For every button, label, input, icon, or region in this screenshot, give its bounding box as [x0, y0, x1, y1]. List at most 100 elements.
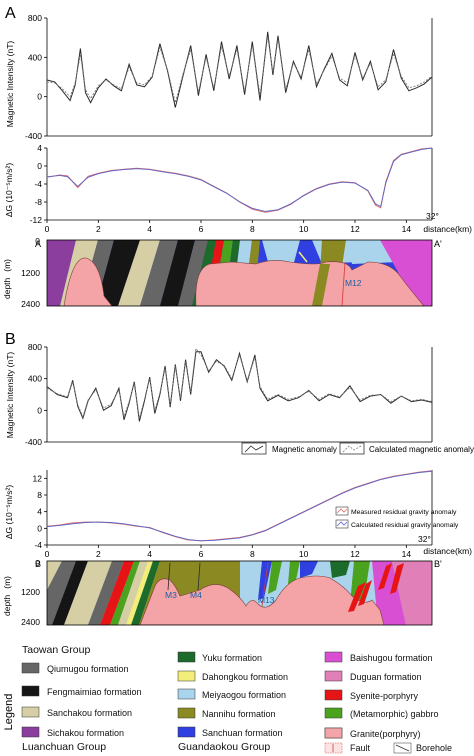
legend-swatch-duguan [324, 670, 343, 682]
borehole-symbol-icon [393, 742, 412, 754]
syenite-dyke [378, 563, 392, 590]
qiumugou-unit [47, 561, 76, 625]
y-tick-label: 4 [37, 507, 42, 517]
y-tick-label: 400 [28, 52, 42, 62]
magnetic-legend-observed-label: Magnetic anomaly [272, 445, 337, 454]
x-tick-label: 10 [299, 549, 309, 559]
y-tick-label: 12 [33, 473, 43, 483]
legend-title: Legend [3, 694, 15, 731]
sanchuan-unit [258, 561, 272, 600]
dahongkou-unit [126, 561, 153, 625]
depth-tick-a: 1200 [21, 268, 40, 278]
x-tick-label: 14 [402, 549, 412, 559]
magnetic-chart-a: Magnetic Intensity (nT) -400 0 400 800 [5, 13, 433, 141]
sanchakou-unit [64, 561, 112, 625]
legend-swatch-nannihu [177, 707, 196, 719]
x-tick-label: 2 [96, 549, 101, 559]
fengmaimiao-unit [52, 561, 88, 625]
depth-axis-label-b: depth(m) [2, 576, 12, 616]
gravity-legend-measured-swatch [335, 506, 349, 516]
depth-tick-b: 2400 [21, 617, 40, 627]
y-tick-label: 0 [37, 523, 42, 533]
gravity-b-ylabel: ΔG (10⁻⁵m/s²) [4, 485, 14, 539]
legend-swatch-sanchuan [177, 726, 196, 738]
sanchakou-unit [118, 561, 148, 625]
calculated-series-line [46, 347, 433, 419]
syenite-unit [100, 561, 134, 625]
panel-b-letter: B [5, 331, 16, 348]
x-tick-label: 4 [147, 224, 152, 234]
gravity-legend-calculated-swatch [335, 519, 349, 529]
legend-label-sanchuan: Sanchuan formation [202, 728, 283, 738]
gravity-legend-measured-label: Measured residual gravity anomaly [351, 509, 457, 516]
legend-label-sanchakou: Sanchakou formation [47, 708, 132, 718]
gravity-chart-a: ΔG (10⁻⁵m/s²) 32° distance(km) -12 -8 -4 0 4… [4, 143, 472, 234]
granite-body [139, 575, 385, 625]
nannihu-unit [312, 264, 330, 306]
fault-label-m12: M12 [345, 278, 362, 288]
y-tick-label: -400 [25, 131, 42, 141]
fault-label-m4: M4 [190, 590, 202, 600]
legend-label-fault: Fault [350, 743, 371, 753]
y-tick-label: 8 [37, 490, 42, 500]
magnetic-b-ylabel: Magnetic Intensity (nT) [5, 352, 15, 439]
legend-group-guandaokou: Guandaokou Group [178, 741, 270, 753]
dyke-trace [298, 251, 308, 263]
gabbro-unit [288, 561, 300, 584]
calculated-series-line [46, 470, 433, 542]
magnetic-legend-calculated-swatch [339, 442, 365, 455]
fengmaimiao-unit [160, 240, 195, 306]
legend-label-yuku: Yuku formation [202, 653, 262, 663]
y-tick-label: 800 [28, 342, 42, 352]
borehole-trace [167, 562, 171, 591]
legend-swatch-baishugou [324, 651, 343, 663]
strike-a: 32° [426, 211, 439, 221]
legend-swatch-gabbro [324, 707, 343, 719]
y-tick-label: 4 [37, 143, 42, 153]
x-tick-label: 12 [350, 224, 360, 234]
legend-swatch-meiyaogou [177, 688, 196, 700]
depth-axis-label-a: depth(m) [2, 259, 12, 299]
magnetic-legend-observed-line [244, 445, 264, 453]
x-tick-label: 4 [147, 549, 152, 559]
gravity-legend-calculated-label: Calculated residual gravity anomaly [351, 522, 459, 529]
y-tick-label: 0 [37, 92, 42, 102]
gabbro-unit [268, 561, 282, 594]
legend-label-dahongkou: Dahongkou formation [202, 672, 288, 682]
fault-label-m13: M13 [258, 595, 275, 605]
x-tick-label: 6 [199, 224, 204, 234]
legend-label-gabbro: (Metamorphic) gabbro [350, 709, 439, 719]
geologic-section-a: A A' depth(m) 0 1200 2400 [2, 236, 442, 309]
legend-label-borehole: Borehole [416, 743, 452, 753]
magnetic-legend-observed-swatch [241, 442, 267, 455]
legend-label-baishugou: Baishugou formation [350, 653, 433, 663]
gabbro-unit [110, 561, 140, 625]
legend-swatch-qiumugou [21, 662, 40, 674]
gravity-legend-calculated-line [336, 521, 348, 527]
y-tick-label: 0 [37, 405, 42, 415]
y-tick-label: -12 [30, 215, 43, 225]
depth-tick-b: 1200 [21, 587, 40, 597]
legend-group-luanchuan: Luanchuan Group [22, 741, 106, 753]
y-tick-label: 0 [37, 161, 42, 171]
syenite-dyke [348, 582, 366, 612]
qiumugou-unit [178, 240, 208, 306]
observed-series-line [46, 31, 433, 108]
qiumugou-unit [140, 240, 178, 306]
fault-symbol-icon [324, 742, 343, 754]
y-tick-label: 800 [28, 13, 42, 23]
observed-series-line [46, 351, 433, 422]
depth-tick-a: 0 [35, 236, 40, 246]
strike-b: 32° [418, 534, 431, 544]
section-b-frame [46, 560, 433, 626]
legend-label-qiumugou: Qiumugou formation [47, 664, 129, 674]
observed-series-line [46, 147, 433, 213]
y-tick-label: -8 [34, 197, 42, 207]
qiumugou-unit [88, 561, 124, 625]
gravity-a-xlabel: distance(km) [423, 224, 472, 234]
calculated-series-line [46, 36, 433, 103]
panel-a-letter: A [5, 5, 16, 22]
legend: Legend Taowan Group Luanchuan Group Guan… [3, 644, 452, 754]
